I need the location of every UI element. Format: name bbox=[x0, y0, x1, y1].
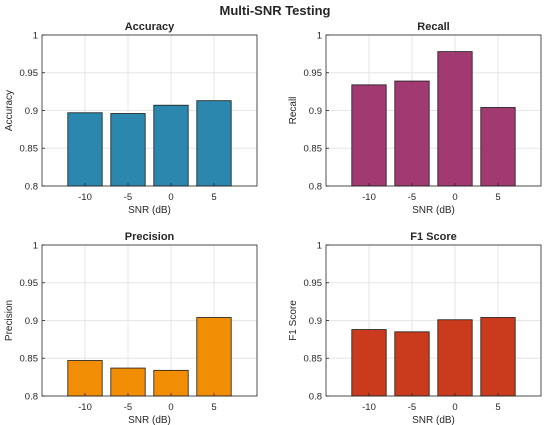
y-axis-label: Accuracy bbox=[4, 90, 15, 131]
bar-precision-5 bbox=[196, 317, 232, 397]
y-tick-label: 0.9 bbox=[309, 106, 322, 117]
y-tick-label: 1 bbox=[317, 240, 322, 251]
bar-f1-score--5 bbox=[394, 331, 430, 397]
x-tick-label: 5 bbox=[495, 402, 500, 413]
bar-precision-0 bbox=[153, 369, 189, 397]
y-tick-label: 0.95 bbox=[20, 278, 39, 289]
y-tick-label: 0.85 bbox=[20, 144, 39, 155]
accuracy-subplot: 0.8 0.85 0.9 0.95 1 -10 -5 0 5 Accuracy SNR (dB) Ac… bbox=[4, 21, 258, 216]
subplot-title: Accuracy bbox=[125, 21, 175, 33]
bar-f1-score--10 bbox=[351, 329, 387, 397]
x-tick-label: -10 bbox=[362, 402, 376, 413]
bar-accuracy-5 bbox=[196, 100, 232, 187]
bar-f1-score-0 bbox=[437, 319, 473, 397]
bar-accuracy--5 bbox=[110, 113, 146, 187]
x-tick-label: 0 bbox=[452, 192, 457, 203]
x-tick-label: 0 bbox=[168, 402, 173, 413]
x-tick-label: -10 bbox=[78, 402, 92, 413]
bar-recall-0 bbox=[437, 51, 473, 187]
bar-accuracy--10 bbox=[67, 112, 103, 187]
bar-precision--10 bbox=[67, 360, 103, 397]
bar-recall--5 bbox=[394, 80, 430, 187]
y-tick-label: 0.95 bbox=[304, 278, 323, 289]
x-tick-label: 0 bbox=[452, 402, 457, 413]
precision-subplot: 0.8 0.85 0.9 0.95 1 -10 -5 0 5 Precision SNR (dB) P… bbox=[4, 231, 258, 425]
y-tick-label: 0.9 bbox=[25, 316, 38, 327]
subplot-title: Recall bbox=[417, 21, 449, 33]
f1-score-subplot: 0.8 0.85 0.9 0.95 1 -10 -5 0 5 F1 Score SNR (dB) F1… bbox=[288, 231, 542, 425]
y-tick-label: 0.9 bbox=[309, 316, 322, 327]
y-tick-label: 0.8 bbox=[25, 391, 38, 402]
figure-title: Multi-SNR Testing bbox=[220, 3, 331, 18]
x-axis-label: SNR (dB) bbox=[128, 205, 171, 216]
x-tick-label: 5 bbox=[211, 192, 216, 203]
y-tick-label: 0.95 bbox=[304, 68, 323, 79]
y-tick-label: 0.8 bbox=[25, 181, 38, 192]
x-tick-label: -5 bbox=[124, 192, 132, 203]
bar-precision--5 bbox=[110, 367, 146, 397]
x-tick-label: 5 bbox=[211, 402, 216, 413]
y-axis-label: Precision bbox=[4, 300, 15, 341]
y-tick-label: 0.8 bbox=[309, 181, 322, 192]
x-tick-label: -5 bbox=[408, 402, 416, 413]
y-tick-label: 0.85 bbox=[20, 354, 39, 365]
x-tick-label: -5 bbox=[124, 402, 132, 413]
y-axis-label: F1 Score bbox=[288, 300, 299, 341]
x-tick-label: -10 bbox=[78, 192, 92, 203]
bar-recall-5 bbox=[480, 107, 516, 187]
x-axis-label: SNR (dB) bbox=[128, 415, 171, 425]
y-tick-label: 1 bbox=[317, 30, 322, 41]
subplot-title: Precision bbox=[125, 231, 175, 243]
bar-accuracy-0 bbox=[153, 104, 189, 187]
y-tick-label: 1 bbox=[33, 240, 38, 251]
recall-subplot: 0.8 0.85 0.9 0.95 1 -10 -5 0 5 Recall SNR (dB) Reca… bbox=[288, 21, 542, 216]
x-tick-label: -5 bbox=[408, 192, 416, 203]
bar-f1-score-5 bbox=[480, 317, 516, 397]
x-axis-label: SNR (dB) bbox=[412, 205, 455, 216]
y-tick-label: 0.9 bbox=[25, 106, 38, 117]
x-tick-label: 5 bbox=[495, 192, 500, 203]
x-tick-label: 0 bbox=[168, 192, 173, 203]
bar-recall--10 bbox=[351, 84, 387, 187]
y-axis-label: Recall bbox=[288, 97, 299, 125]
y-tick-label: 0.85 bbox=[304, 354, 323, 365]
x-tick-label: -10 bbox=[362, 192, 376, 203]
y-tick-label: 1 bbox=[33, 30, 38, 41]
y-tick-label: 0.95 bbox=[20, 68, 39, 79]
x-axis-label: SNR (dB) bbox=[412, 415, 455, 425]
y-tick-label: 0.8 bbox=[309, 391, 322, 402]
y-tick-label: 0.85 bbox=[304, 144, 323, 155]
subplot-title: F1 Score bbox=[410, 231, 456, 243]
